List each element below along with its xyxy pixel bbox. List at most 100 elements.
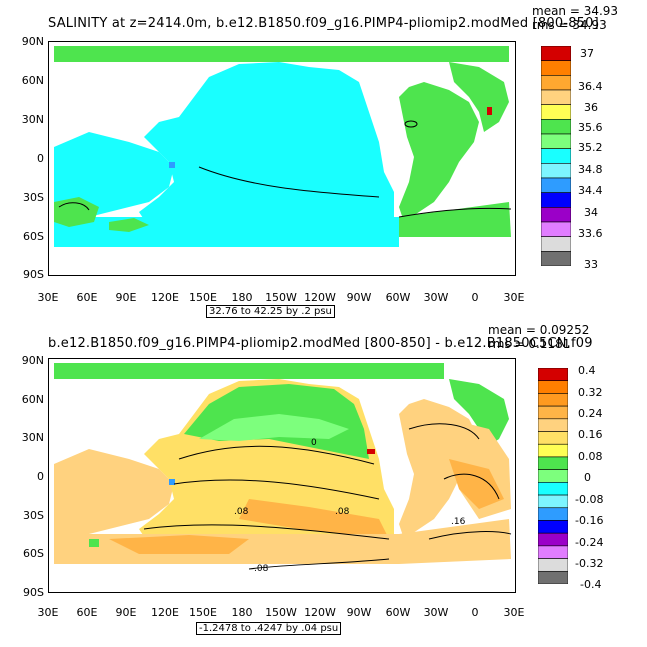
- panel2-lat-label: 60N: [21, 393, 44, 406]
- colorbar-swatch: [538, 393, 568, 407]
- panel1-lat-label: 0: [37, 152, 44, 165]
- colorbar-swatch: [541, 251, 571, 266]
- panel1-colorbar-label: 33: [584, 258, 598, 271]
- panel2-title: b.e12.B1850.f09_g16.PIMP4-pliomip2.modMe…: [48, 336, 593, 351]
- colorbar-swatch: [541, 177, 571, 193]
- panel2-contour-label: .08: [335, 507, 350, 517]
- panel1-lon-label: 60W: [385, 291, 411, 304]
- panel2-colorbar-label: -0.16: [575, 514, 604, 527]
- colorbar-swatch: [541, 119, 571, 135]
- colorbar-swatch: [538, 469, 568, 483]
- panel2-lon-label: 90W: [346, 606, 372, 619]
- panel2-colorbar-label: -0.32: [575, 557, 604, 570]
- panel2-lon-label: 30E: [37, 606, 59, 619]
- panel1-lon-label: 30E: [503, 291, 525, 304]
- panel2-lon-label: 120E: [151, 606, 179, 619]
- colorbar-swatch: [538, 380, 568, 394]
- panel1-lon-label: 30W: [423, 291, 449, 304]
- panel2-colorbar-label: 0.4: [578, 364, 596, 377]
- panel1-lat-label: 90N: [21, 35, 44, 48]
- panel2-colorbar-label: -0.08: [575, 493, 604, 506]
- panel2-contour-label: 0: [311, 438, 317, 448]
- colorbar-swatch: [541, 192, 571, 208]
- colorbar-swatch: [541, 60, 571, 76]
- colorbar-swatch: [541, 207, 571, 223]
- panel2-lon-label: 90E: [115, 606, 137, 619]
- colorbar-swatch: [538, 494, 568, 509]
- panel1-colorbar-label: 36: [584, 101, 598, 114]
- panel2-lon-label: 30E: [503, 606, 525, 619]
- colorbar-swatch: [538, 482, 568, 496]
- panel1-colorbar-label: 34.8: [578, 163, 603, 176]
- panel1-colorbar-label: 35.2: [578, 141, 603, 154]
- panel2-rms: rms = 0.1181: [488, 337, 571, 351]
- panel2-lon-label: 150W: [265, 606, 297, 619]
- panel2-map: 0 .08 .16 .08 .08: [48, 358, 516, 593]
- panel2-colorbar-label: 0.08: [578, 450, 603, 463]
- panel1-colorbar-label: 35.6: [578, 121, 603, 134]
- panel2-lon-label: 120W: [304, 606, 336, 619]
- panel2-lon-label: 60W: [385, 606, 411, 619]
- colorbar-swatch: [538, 456, 568, 470]
- colorbar-swatch: [541, 148, 571, 164]
- panel1-colorbar-label: 34: [584, 206, 598, 219]
- colorbar-swatch: [541, 133, 571, 149]
- panel1-lon-label: 150W: [265, 291, 297, 304]
- colorbar-swatch: [541, 163, 571, 179]
- panel2-mean: mean = 0.09252: [488, 323, 590, 337]
- colorbar-swatch: [538, 431, 568, 445]
- colorbar-swatch: [538, 570, 568, 584]
- panel2-ocean-field: [54, 363, 512, 570]
- panel2-lon-label: 0: [471, 606, 479, 619]
- panel2-range-text: -1.2478 to .4247 by .04 psu: [196, 622, 342, 635]
- colorbar-swatch: [538, 418, 568, 432]
- panel1-title: SALINITY at z=2414.0m, b.e12.B1850.f09_g…: [48, 16, 599, 31]
- panel1-colorbar-label: 37: [580, 47, 594, 60]
- colorbar-swatch: [541, 75, 571, 91]
- panel1-lon-label: 30E: [37, 291, 59, 304]
- panel1-colorbar-label: 33.6: [578, 227, 603, 240]
- colorbar-swatch: [541, 46, 571, 61]
- colorbar-swatch: [538, 532, 568, 547]
- colorbar-swatch: [541, 236, 571, 252]
- panel1-lon-label: 120E: [151, 291, 179, 304]
- colorbar-swatch: [538, 405, 568, 420]
- panel1-map: [48, 41, 516, 276]
- panel2-colorbar-label: 0.24: [578, 407, 603, 420]
- panel2-colorbar: [538, 368, 568, 584]
- panel1-lat-label: 60N: [21, 74, 44, 87]
- panel1-lon-label: 90E: [115, 291, 137, 304]
- panel1-rms: rms = 34.93: [532, 18, 607, 32]
- panel2-colorbar-label: 0: [584, 471, 591, 484]
- panel2-contour-label: .16: [451, 517, 466, 527]
- panel2-colorbar-label: -0.24: [575, 536, 604, 549]
- colorbar-swatch: [538, 520, 568, 534]
- panel2-lon-label: 150E: [189, 606, 217, 619]
- panel2-lat-label: 30S: [23, 509, 44, 522]
- panel1-ocean-field: [54, 46, 512, 247]
- panel2-lon-label: 30W: [423, 606, 449, 619]
- colorbar-swatch: [538, 368, 568, 382]
- panel2-lon-label: 60E: [76, 606, 98, 619]
- panel2-contour-label: .08: [234, 507, 249, 517]
- panel1-lon-label: 60E: [76, 291, 98, 304]
- panel1-lon-label: 90W: [346, 291, 372, 304]
- colorbar-swatch: [541, 221, 571, 237]
- panel1-colorbar: [541, 46, 571, 266]
- panel2-lat-label: 0: [37, 470, 44, 483]
- panel1-lon-label: 150E: [189, 291, 217, 304]
- colorbar-swatch: [538, 545, 568, 559]
- colorbar-swatch: [538, 558, 568, 572]
- panel1-lon-label: 180: [231, 291, 253, 304]
- panel1-lat-label: 30N: [21, 113, 44, 126]
- colorbar-swatch: [541, 104, 571, 120]
- panel2-colorbar-label: 0.32: [578, 386, 603, 399]
- panel1-colorbar-label: 36.4: [578, 80, 603, 93]
- panel1-colorbar-label: 34.4: [578, 184, 603, 197]
- colorbar-swatch: [538, 507, 568, 521]
- panel1-lon-label: 120W: [304, 291, 336, 304]
- colorbar-swatch: [541, 89, 571, 105]
- panel2-colorbar-label: -0.4: [580, 578, 602, 591]
- panel2-contour-label: .08: [254, 564, 269, 574]
- panel2-lat-label: 60S: [23, 547, 44, 560]
